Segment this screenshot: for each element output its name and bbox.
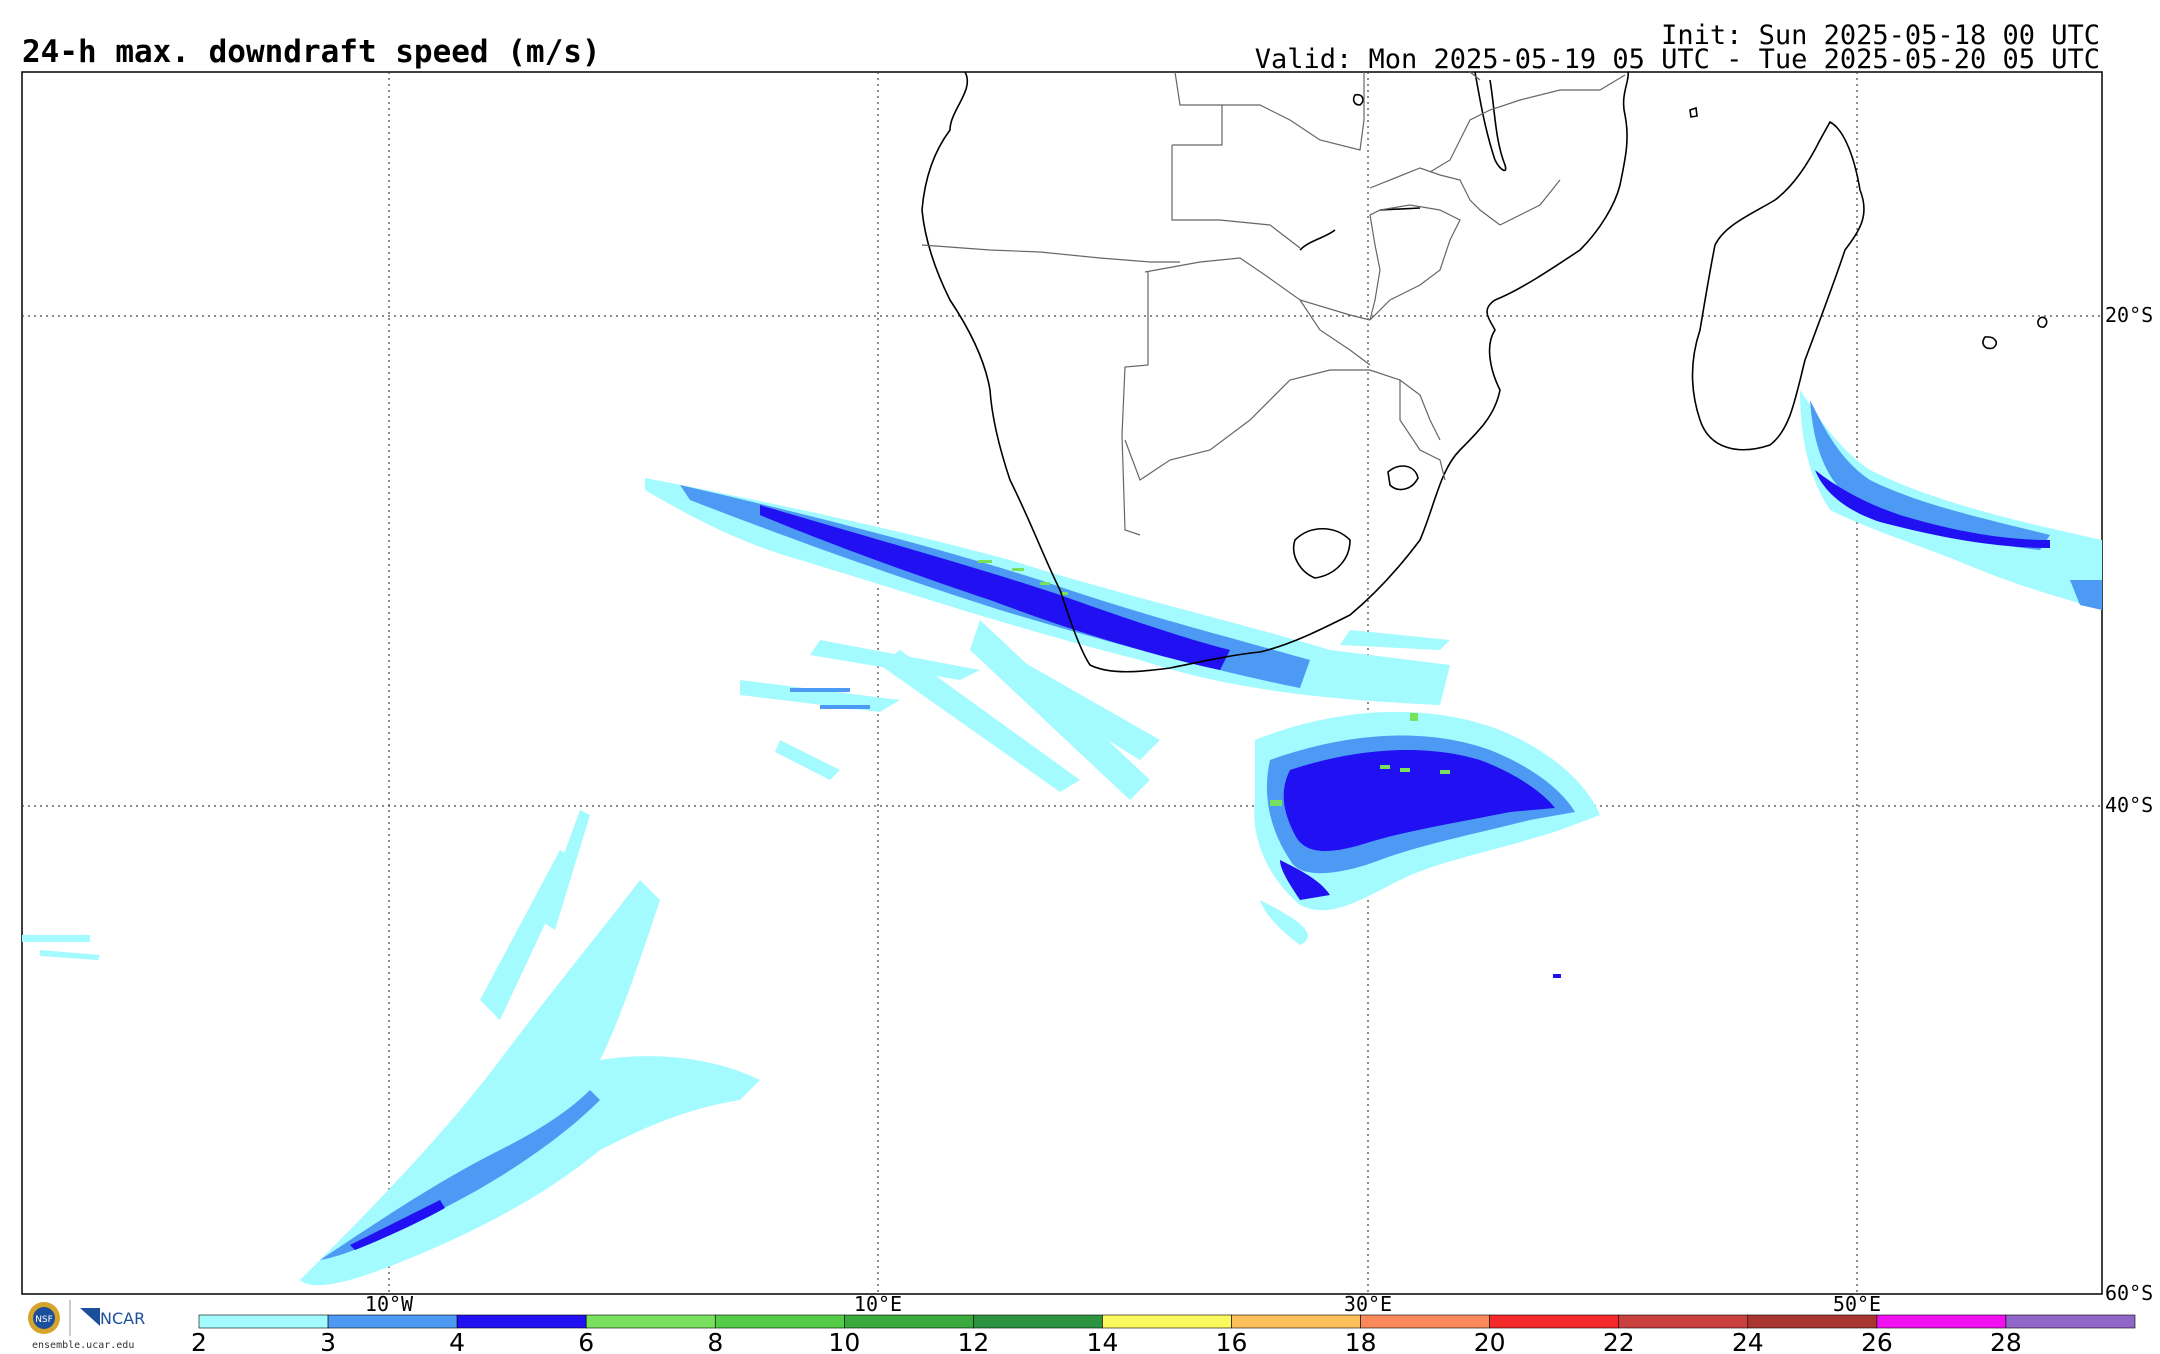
ncar-logo: NCAR (80, 1308, 145, 1328)
colorbar-swatch (198, 1314, 329, 1329)
colorbar-tick-label: 28 (1990, 1328, 2022, 1354)
lon-label-10w: 10°W (365, 1292, 414, 1316)
map-frame (21, 71, 2103, 1295)
country-borders (921, 71, 1626, 536)
colorbar: 2 3 4 6 8 10 12 14 16 18 20 22 24 26 28 (191, 1314, 2136, 1354)
map-title: 24-h max. downdraft speed (m/s) (22, 34, 601, 70)
graticule (22, 72, 2102, 1294)
colorbar-swatch (844, 1314, 974, 1329)
colorbar-swatch (585, 1314, 716, 1329)
lon-label-30e: 30°E (1344, 1292, 1392, 1316)
lat-label-40s: 40°S (2105, 793, 2153, 817)
coastlines (921, 71, 2048, 673)
svg-text:NSF: NSF (35, 1315, 53, 1325)
colorbar-tick-label: 10 (828, 1328, 860, 1354)
ncar-logo-text: NCAR (100, 1309, 145, 1328)
lat-label-20s: 20°S (2105, 303, 2153, 327)
colorbar-tick-label: 3 (320, 1328, 336, 1354)
lat-label-60s: 60°S (2105, 1281, 2153, 1305)
colorbar-swatch (1360, 1314, 1490, 1329)
colorbar-tick-label: 8 (707, 1328, 723, 1354)
colorbar-tick-label: 20 (1474, 1328, 1506, 1354)
colorbar-swatch (456, 1314, 587, 1329)
lon-label-10e: 10°E (854, 1292, 902, 1316)
lon-label-50e: 50°E (1833, 1292, 1881, 1316)
colorbar-swatch (1102, 1314, 1232, 1329)
colorbar-tick-label: 14 (1087, 1328, 1119, 1354)
colorbar-swatch (714, 1314, 845, 1329)
colorbar-tick-label: 6 (578, 1328, 594, 1354)
colorbar-swatch (1747, 1314, 1878, 1329)
colorbar-swatch (1231, 1314, 1361, 1329)
colorbar-tick-label: 16 (1216, 1328, 1248, 1354)
colorbar-tick-label: 18 (1345, 1328, 1377, 1354)
init-time: Init: Sun 2025-05-18 00 UTC (1661, 20, 2100, 51)
downdraft-field (22, 390, 2102, 1286)
colorbar-swatch (1618, 1314, 1749, 1329)
colorbar-tick-label: 26 (1861, 1328, 1893, 1354)
logo-url: ensemble.ucar.edu (32, 1340, 134, 1351)
colorbar-swatch (2005, 1314, 2136, 1329)
colorbar-tick-label: 4 (449, 1328, 465, 1354)
colorbar-tick-label: 2 (191, 1328, 207, 1354)
colorbar-swatch (1876, 1314, 2007, 1329)
valid-time: Valid: Mon 2025-05-19 05 UTC - Tue 2025-… (1254, 44, 2100, 75)
colorbar-tick-label: 24 (1732, 1328, 1764, 1354)
colorbar-swatch (327, 1314, 458, 1329)
colorbar-swatch (1489, 1314, 1620, 1329)
nsf-logo: NSF (28, 1302, 60, 1334)
colorbar-tick-label: 22 (1603, 1328, 1635, 1354)
colorbar-swatch (973, 1314, 1103, 1329)
colorbar-tick-label: 12 (957, 1328, 989, 1354)
